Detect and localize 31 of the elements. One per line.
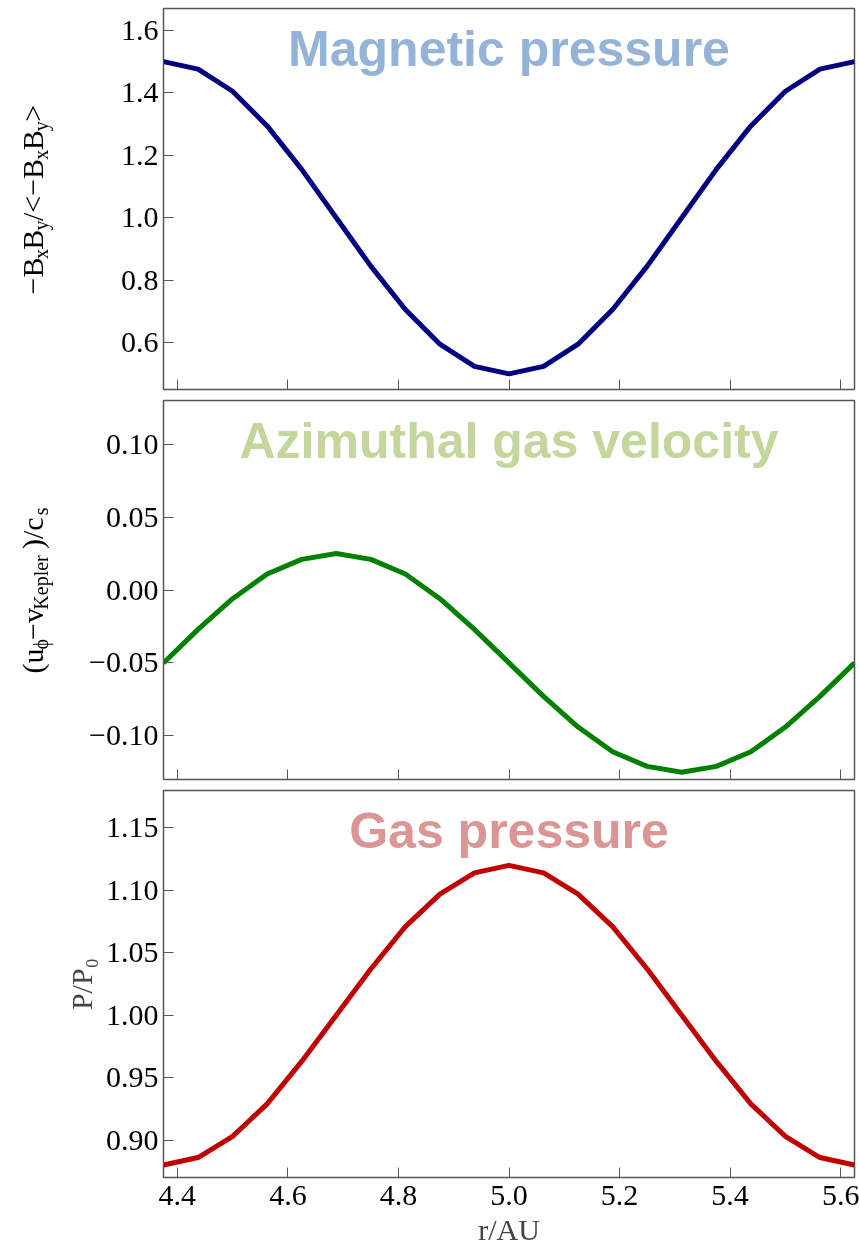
x-tick-label: 5.0 <box>490 1177 528 1211</box>
y-tick-label: −0.05 <box>89 645 159 679</box>
y-tick-label: 1.00 <box>106 997 159 1031</box>
x-tick-label: 4.4 <box>158 1177 197 1211</box>
y-tick-label: 0.90 <box>106 1122 159 1156</box>
chart-title: Gas pressure <box>349 802 669 859</box>
y-tick-label: 0.8 <box>121 262 159 296</box>
y-tick-label: 1.15 <box>106 810 159 844</box>
y-tick-label: 1.05 <box>106 935 159 969</box>
chart-title: Azimuthal gas velocity <box>239 412 779 469</box>
y-tick-label: 0.95 <box>106 1060 159 1094</box>
y-tick-label: 0.00 <box>106 572 159 606</box>
y-axis-title: P/P₀ <box>65 957 98 1011</box>
y-tick-label: 1.6 <box>121 12 159 46</box>
chart-title: Magnetic pressure <box>288 20 730 77</box>
y-tick-label: 1.2 <box>121 137 159 171</box>
x-tick-label: 4.8 <box>379 1177 418 1211</box>
y-tick-label: 1.10 <box>106 872 159 906</box>
y-tick-label: 0.6 <box>121 325 159 359</box>
y-tick-label: 1.0 <box>121 200 159 234</box>
y-axis-title: (uϕ−vKepler)/cs <box>16 507 53 674</box>
x-tick-label: 5.2 <box>600 1177 639 1211</box>
x-tick-label: 4.6 <box>269 1177 307 1211</box>
y-tick-label: 1.4 <box>121 75 159 109</box>
y-tick-label: −0.10 <box>89 718 159 752</box>
x-tick-label: 5.6 <box>821 1177 859 1211</box>
x-tick-label: 5.4 <box>711 1177 749 1211</box>
text: −BxBy/<−BxBy> <box>16 104 52 295</box>
x-axis-title: r/AU <box>478 1212 541 1246</box>
y-tick-label: 0.10 <box>106 426 159 460</box>
y-tick-label: 0.05 <box>106 499 159 533</box>
